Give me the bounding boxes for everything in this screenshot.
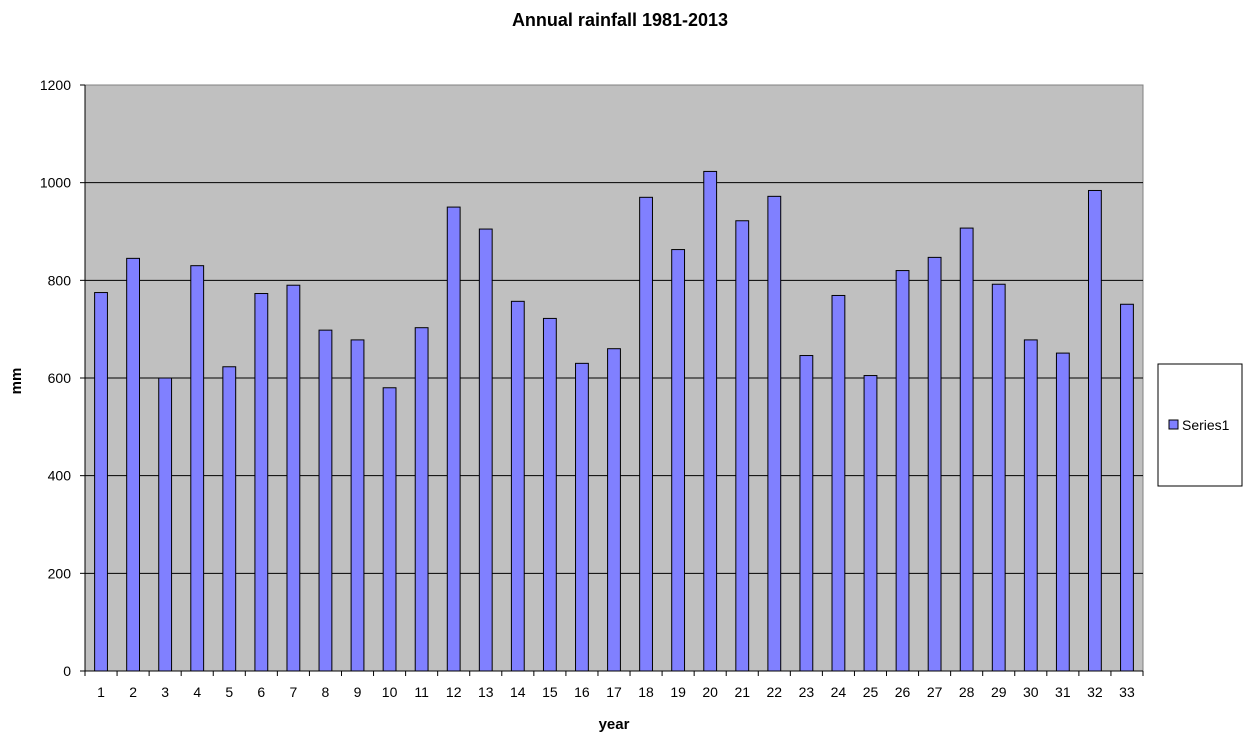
x-tick-label: 28 [959, 684, 975, 700]
bar [863, 375, 878, 672]
bar [639, 196, 653, 672]
x-tick-label: 1 [97, 684, 105, 700]
x-tick-label: 21 [734, 684, 750, 700]
y-axis-ticks: 0 200 400 600 800 1000 1200 [40, 77, 85, 679]
x-tick-label: 18 [638, 684, 654, 700]
y-tick-label: 1200 [40, 77, 71, 93]
y-tick-label: 0 [63, 663, 71, 679]
bar [799, 355, 814, 672]
bar [382, 387, 397, 672]
x-tick-label: 32 [1087, 684, 1103, 700]
legend-swatch [1168, 419, 1179, 430]
x-axis-ticks: 1 2 3 4 5 6 7 8 9 10 11 12 13 14 15 16 17 18 19 20 21 22 23 24 2… [84, 671, 1144, 700]
bar [1120, 303, 1134, 672]
bar [222, 366, 237, 672]
x-tick-label: 15 [542, 684, 558, 700]
x-tick-label: 30 [1023, 684, 1039, 700]
x-tick-label: 4 [193, 684, 201, 700]
y-tick-label: 200 [48, 565, 72, 581]
x-axis-title: year [599, 716, 630, 733]
x-tick-label: 25 [863, 684, 879, 700]
x-tick-label: 33 [1119, 684, 1135, 700]
x-tick-label: 3 [161, 684, 169, 700]
bar [671, 249, 686, 672]
bar [286, 284, 301, 672]
x-tick-label: 2 [129, 684, 137, 700]
bar [1023, 339, 1038, 672]
bar [1055, 352, 1070, 672]
bar [959, 227, 974, 672]
bar [254, 293, 269, 672]
bar [735, 220, 750, 672]
x-tick-label: 19 [670, 684, 686, 700]
chart-title: Annual rainfall 1981-2013 [512, 10, 728, 30]
y-tick-label: 1000 [40, 175, 71, 191]
bar [767, 195, 782, 672]
bar [542, 317, 557, 672]
bar [510, 300, 525, 672]
bar [158, 377, 173, 672]
x-tick-label: 14 [510, 684, 526, 700]
y-axis-title: mm [8, 368, 25, 395]
legend: Series1 [1157, 363, 1243, 487]
bar [1087, 189, 1102, 672]
x-tick-label: 24 [831, 684, 847, 700]
bar [478, 228, 493, 672]
bar [94, 292, 108, 672]
x-tick-label: 29 [991, 684, 1007, 700]
x-tick-label: 26 [895, 684, 911, 700]
x-tick-label: 10 [382, 684, 398, 700]
x-tick-label: 5 [225, 684, 233, 700]
bar [126, 257, 141, 672]
x-tick-label: 11 [414, 684, 429, 700]
x-tick-label: 20 [702, 684, 718, 700]
y-tick-label: 600 [48, 370, 72, 386]
bar [318, 329, 333, 672]
legend-label: Series1 [1182, 417, 1230, 433]
bar [703, 170, 718, 672]
x-tick-label: 8 [322, 684, 330, 700]
x-tick-label: 22 [767, 684, 783, 700]
bar [831, 294, 846, 672]
bar [895, 270, 910, 672]
bar [190, 265, 205, 672]
bar [350, 339, 365, 672]
x-tick-label: 9 [354, 684, 362, 700]
bar [446, 206, 461, 672]
y-tick-label: 800 [48, 272, 72, 288]
x-tick-label: 23 [799, 684, 815, 700]
bar [607, 348, 621, 672]
bar [927, 256, 942, 672]
x-tick-label: 16 [574, 684, 590, 700]
x-tick-label: 7 [289, 684, 297, 700]
bar [575, 362, 589, 672]
x-tick-label: 17 [606, 684, 622, 700]
bar [414, 327, 429, 672]
x-tick-label: 27 [927, 684, 943, 700]
x-tick-label: 12 [446, 684, 462, 700]
bars [94, 170, 1134, 672]
x-tick-label: 31 [1055, 684, 1071, 700]
bar [991, 283, 1006, 672]
x-tick-label: 6 [257, 684, 265, 700]
y-tick-label: 400 [48, 468, 72, 484]
x-tick-label: 13 [478, 684, 494, 700]
